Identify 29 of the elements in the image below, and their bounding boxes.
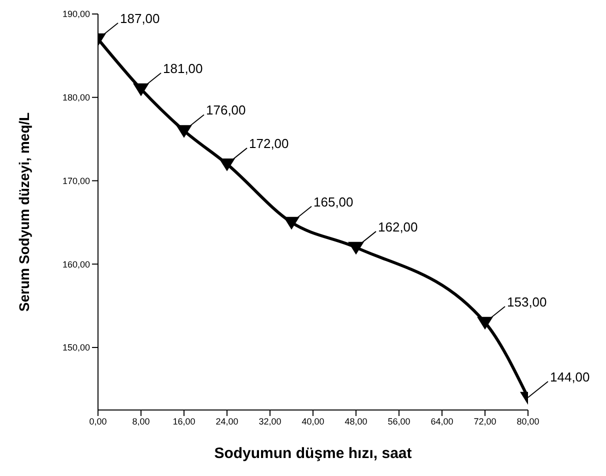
point	[176, 125, 192, 138]
x-tick-label: 16,00	[172, 416, 196, 426]
y-tick-label: 150,00	[62, 342, 90, 353]
y-axis-title: Serum Sodyum düzeyi, meq/L	[16, 112, 32, 312]
x-tick-label: 24,00	[216, 416, 238, 426]
x-tick-label: 40,00	[302, 416, 324, 426]
x-tick-label: 64,00	[430, 416, 454, 426]
point	[133, 83, 149, 96]
data-label: 162,00	[378, 219, 418, 234]
x-tick-label: 32,00	[258, 416, 282, 426]
y-tick-label: 180,00	[62, 92, 90, 103]
data-label: 144,00	[550, 369, 590, 384]
point	[219, 158, 235, 172]
x-axis-title: Sodyumun düşme hızı, saat	[214, 445, 412, 462]
x-tick-label: 80,00	[516, 416, 540, 426]
x-tick-label: 72,00	[474, 416, 496, 426]
x-tick-label: 56,00	[388, 416, 410, 426]
data-label: 176,00	[206, 102, 246, 118]
data-label: 181,00	[163, 61, 203, 76]
x-tick-label: 0,00	[89, 416, 107, 426]
data-label: 153,00	[507, 294, 547, 310]
x-tick-label: 48,00	[344, 416, 368, 426]
y-tick-label: 160,00	[62, 259, 90, 270]
y-tick-label: 190,00	[62, 9, 90, 20]
data-label: 165,00	[314, 194, 354, 210]
data-label: 187,00	[120, 11, 160, 26]
data-label: 172,00	[249, 136, 289, 152]
x-tick-label: 8,00	[132, 416, 150, 426]
y-tick-label: 170,00	[62, 176, 90, 186]
